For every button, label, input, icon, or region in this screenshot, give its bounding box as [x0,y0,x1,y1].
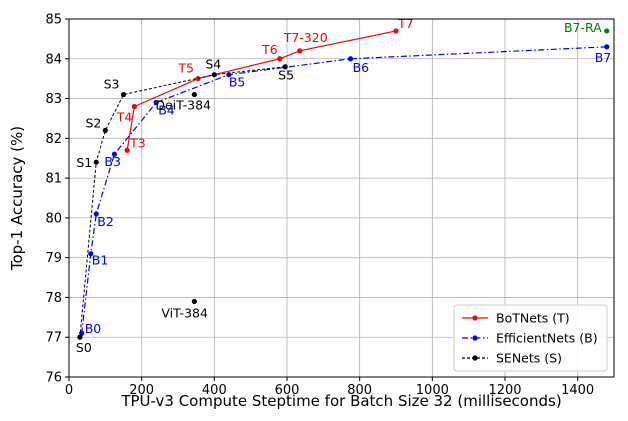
y-tick-label: 85 [45,13,62,28]
data-point [77,334,83,340]
point-label: B0 [85,321,102,336]
point-label: B7-RA [564,20,602,35]
data-point [277,56,283,62]
data-point [93,211,99,217]
point-label: S3 [104,77,120,92]
point-label: T7-320 [283,30,328,45]
y-tick-label: 78 [45,291,62,306]
point-label: T3 [129,135,146,150]
point-label: B7 [595,50,612,65]
point-label: T6 [261,42,278,57]
y-tick-label: 77 [45,331,62,346]
point-label: B2 [97,214,114,229]
x-tick-label: 200 [129,383,154,398]
y-tick-label: 79 [45,251,62,266]
legend: BoTNets (T) EfficientNets (B) SENets (S) [453,304,608,372]
series-line [79,66,286,338]
legend-swatch-marker [472,315,478,321]
y-tick-label: 80 [45,211,62,226]
x-axis-title: TPU-v3 Compute Steptime for Batch Size 3… [120,392,561,410]
data-point [604,28,610,34]
x-tick-label: 600 [275,383,300,398]
legend-entry: SENets (S) [496,351,562,366]
series-layer [77,28,610,340]
data-point [102,127,108,133]
data-point [604,44,610,50]
ticks: 0 200 400 600 800 1000 1200 1400 76 77 78 79 80 81 82 8… [45,13,594,399]
legend-box [453,304,608,372]
y-tick-label: 84 [45,52,62,67]
data-point [191,91,197,98]
y-tick-label: 82 [45,132,62,147]
point-label: S2 [85,115,101,130]
x-tick-label: 1200 [488,383,521,398]
x-tick-label: 800 [347,383,372,398]
point-label: ViT-384 [161,305,208,320]
data-point [131,103,137,110]
x-tick-label: 1000 [416,383,449,398]
point-labels: T3 T4 T5 T6 T7-320 T7 B0 B1 B2 B3 B4 B5 B6 B7 S0 S1 S2 S3… [76,16,611,355]
data-point [124,147,130,153]
data-point [191,298,197,305]
point-label: DeiT-384 [155,98,211,113]
data-point [297,48,303,54]
x-tick-label: 0 [65,383,73,398]
y-axis-title: Top-1 Accuracy (%) [8,126,26,271]
data-point [393,28,399,34]
data-point [282,64,288,70]
series-line [126,30,397,151]
point-label: B6 [353,60,370,75]
plot-frame [68,18,615,378]
data-point [93,159,99,165]
data-point [211,72,217,78]
series-line [81,46,607,334]
legend-swatch-marker [472,355,478,361]
point-label: T7 [397,16,414,31]
point-label: B5 [229,75,246,90]
y-tick-label: 76 [45,371,62,386]
legend-swatch-marker [472,335,478,341]
y-tick-label: 81 [45,172,62,187]
point-label: B3 [104,154,121,169]
point-label: S5 [278,68,294,83]
legend-entry: EfficientNets (B) [496,331,598,346]
point-label: S1 [76,155,92,170]
x-tick-label: 400 [202,383,227,398]
legend-entry: BoTNets (T) [496,311,570,326]
data-point [88,251,94,257]
x-tick-label: 1400 [561,383,594,398]
data-point [111,151,118,157]
point-label: T5 [177,61,194,76]
point-label: B4 [158,103,175,118]
data-point [120,91,127,98]
point-label: T4 [116,110,133,125]
data-point [347,56,354,62]
y-tick-label: 83 [45,92,62,107]
point-label: S4 [205,57,221,72]
data-point [153,99,159,106]
point-label: S0 [76,340,92,355]
point-label: B1 [92,253,109,268]
